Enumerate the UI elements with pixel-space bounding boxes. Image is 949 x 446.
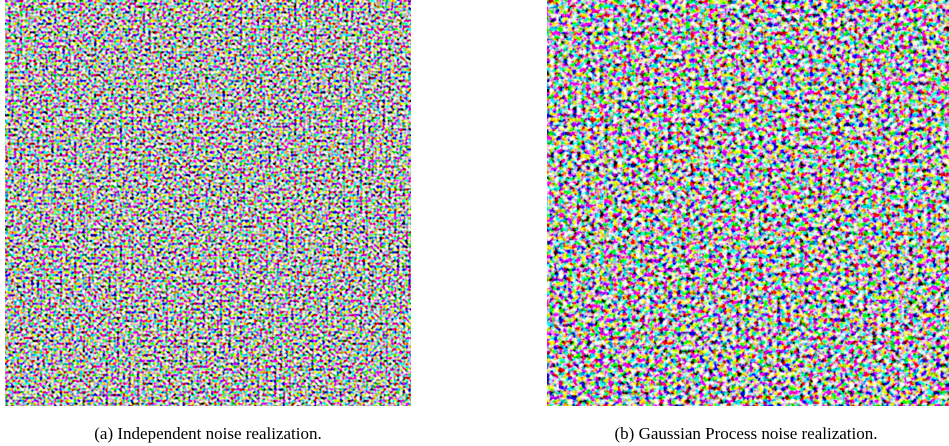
page: (a) Independent noise realization. (b) G… [0, 0, 949, 446]
caption-a: (a) Independent noise realization. [94, 424, 322, 444]
figure [0, 0, 949, 420]
noise-image-b [547, 0, 949, 406]
caption-b: (b) Gaussian Process noise realization. [615, 424, 878, 444]
noise-image-a [5, 0, 411, 406]
